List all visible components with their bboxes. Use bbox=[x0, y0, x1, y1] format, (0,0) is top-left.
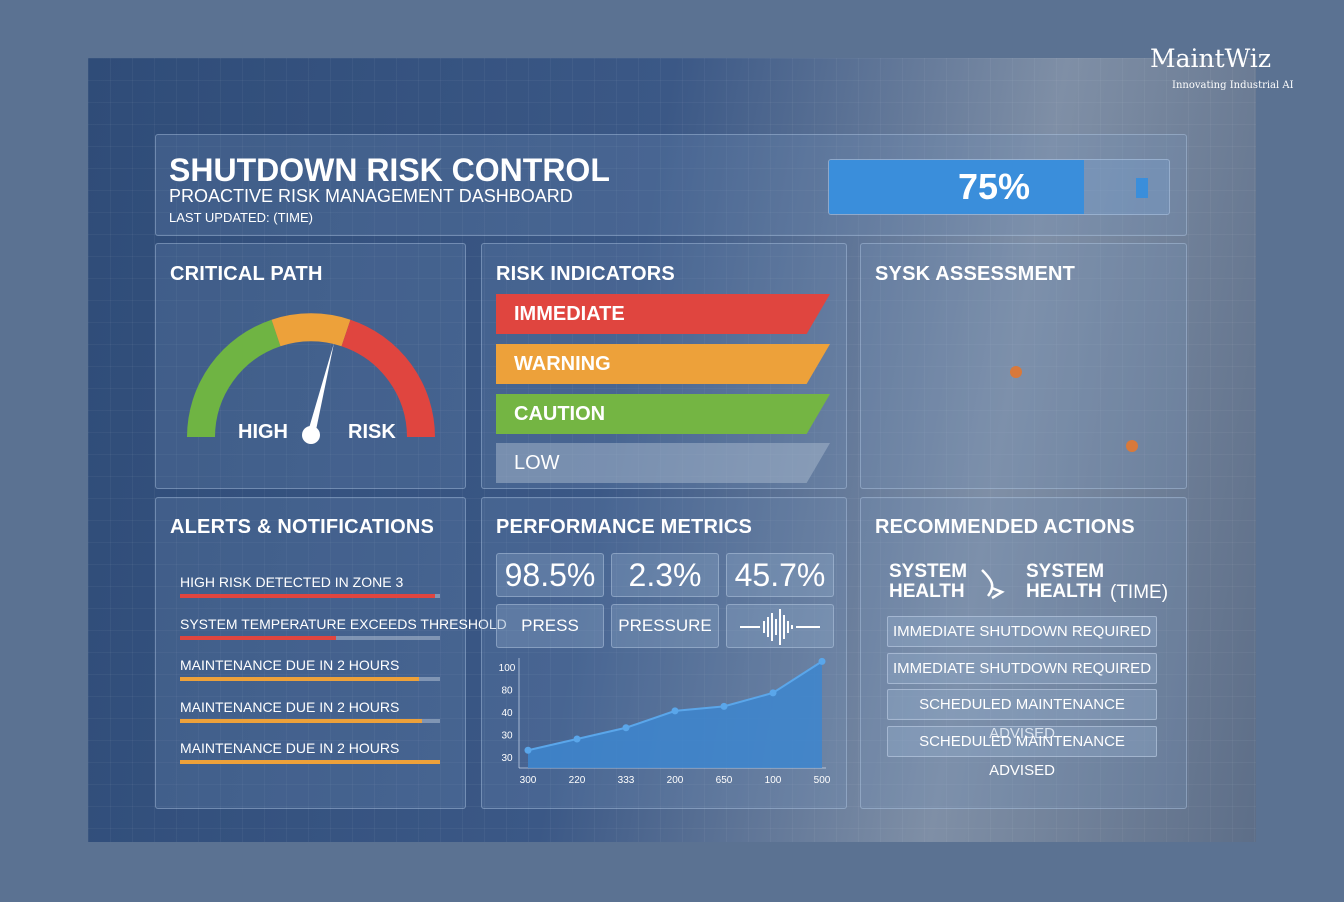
alert-progress bbox=[180, 760, 440, 764]
alert-progress bbox=[180, 718, 422, 723]
brand-tagline: Innovating Industrial AI bbox=[1172, 80, 1294, 91]
stat: 98.5% bbox=[496, 553, 604, 597]
x-tick-label: 500 bbox=[814, 775, 831, 786]
flow-label: SYSTEM HEALTH bbox=[1026, 561, 1105, 602]
alert-track bbox=[180, 677, 440, 681]
x-tick-label: 650 bbox=[716, 775, 733, 786]
header-title: SHUTDOWN RISK CONTROL bbox=[169, 152, 610, 188]
critical-path-panel bbox=[155, 243, 466, 489]
panel-title: RECOMMENDED ACTIONS bbox=[875, 516, 1135, 538]
panel-title: RISK INDICATORS bbox=[496, 263, 675, 285]
alert-text: MAINTENANCE DUE IN 2 HOURS bbox=[180, 657, 400, 673]
y-tick-label: 40 bbox=[501, 708, 513, 719]
waveform-icon bbox=[740, 608, 820, 645]
metrics-chart: 100 80 40 30 30 300 220 333 200 650 100 500 bbox=[499, 657, 831, 786]
x-tick-label: 200 bbox=[667, 775, 684, 786]
alert-track bbox=[180, 760, 440, 764]
x-tick-label: 220 bbox=[569, 775, 586, 786]
risk-banner: LOW bbox=[496, 443, 830, 483]
point bbox=[622, 724, 630, 732]
panel-title: SYSK ASSESSMENT bbox=[875, 263, 1076, 285]
progress-track: 75% bbox=[828, 159, 1170, 215]
action-button: SCHEDULED MAINTENANCE ADVISED bbox=[887, 726, 1157, 779]
area bbox=[528, 661, 822, 768]
header-updated: LAST UPDATED: (TIME) bbox=[169, 210, 313, 225]
progress-label: 75% bbox=[957, 166, 1031, 207]
gauge bbox=[187, 313, 435, 444]
stat: 2.3% bbox=[611, 553, 719, 597]
point bbox=[573, 735, 581, 743]
action-button: SCHEDULED MAINTENANCE ADVISED bbox=[887, 689, 1157, 742]
alert-progress bbox=[180, 635, 336, 640]
risk-banner: CAUTION bbox=[496, 394, 830, 434]
panel-title: CRITICAL PATH bbox=[170, 263, 323, 285]
icon-label: PRESS bbox=[521, 616, 579, 635]
icon-box bbox=[726, 604, 834, 648]
x-tick-label: 333 bbox=[618, 775, 635, 786]
gauge-needle bbox=[307, 343, 334, 435]
marker-dot bbox=[1126, 440, 1138, 452]
point bbox=[671, 707, 679, 715]
marker-dot bbox=[1010, 366, 1022, 378]
x-tick-label: 300 bbox=[520, 775, 537, 786]
gauge-label: RISK bbox=[348, 421, 396, 443]
point bbox=[720, 702, 728, 710]
stat: 45.7% bbox=[726, 553, 834, 597]
progress-fill bbox=[829, 160, 1084, 214]
risk-banner: IMMEDIATE bbox=[496, 294, 830, 334]
alerts-panel bbox=[155, 497, 466, 809]
alert-text: SYSTEM TEMPERATURE EXCEEDS THRESHOLD bbox=[180, 615, 507, 632]
alert-text: MAINTENANCE DUE IN 2 HOURS bbox=[180, 698, 400, 715]
x-tick-label: 100 bbox=[765, 775, 782, 786]
risk-banner: WARNING bbox=[496, 344, 830, 384]
gauge-red bbox=[341, 319, 435, 438]
point bbox=[524, 746, 532, 754]
y-tick-label: 30 bbox=[501, 731, 513, 742]
gauge-orange bbox=[271, 313, 351, 347]
progress-marker bbox=[1136, 178, 1148, 198]
actions-panel bbox=[860, 497, 1187, 809]
panel-title: ALERTS & NOTIFICATIONS bbox=[170, 516, 435, 538]
point bbox=[818, 657, 826, 665]
alert-progress bbox=[180, 677, 420, 681]
gauge-label: HIGH bbox=[238, 421, 288, 443]
flow-arrow bbox=[981, 569, 1005, 600]
alert-text: HIGH RISK DETECTED IN ZONE 3 bbox=[180, 574, 404, 590]
gauge-green bbox=[187, 319, 281, 438]
flow-label: (TIME) bbox=[1110, 582, 1169, 603]
alert-track bbox=[180, 718, 440, 723]
y-tick-label: 100 bbox=[499, 663, 516, 674]
point bbox=[769, 689, 777, 697]
header-subtitle: PROACTIVE RISK MANAGEMENT DASHBOARD bbox=[169, 186, 573, 206]
alert-text: MAINTENANCE DUE IN 2 HOURS bbox=[180, 740, 400, 756]
alert-track bbox=[180, 594, 440, 598]
action-button: IMMEDIATE SHUTDOWN REQUIRED bbox=[887, 652, 1157, 684]
gauge-hub bbox=[302, 426, 320, 444]
icon-label: PRESSURE bbox=[618, 616, 712, 635]
icon-box: PRESS bbox=[496, 604, 604, 648]
icon-box: PRESSURE bbox=[611, 604, 719, 648]
y-tick-label: 30 bbox=[501, 753, 513, 764]
flow-label: SYSTEM HEALTH bbox=[889, 561, 968, 602]
panel-title: PERFORMANCE METRICS bbox=[496, 516, 753, 538]
alert-track bbox=[180, 635, 440, 640]
y-tick-label: 80 bbox=[501, 686, 513, 697]
action-button: IMMEDIATE SHUTDOWN REQUIRED bbox=[887, 616, 1157, 647]
alert-progress bbox=[180, 594, 435, 598]
brand-name: MaintWiz bbox=[1150, 44, 1272, 73]
